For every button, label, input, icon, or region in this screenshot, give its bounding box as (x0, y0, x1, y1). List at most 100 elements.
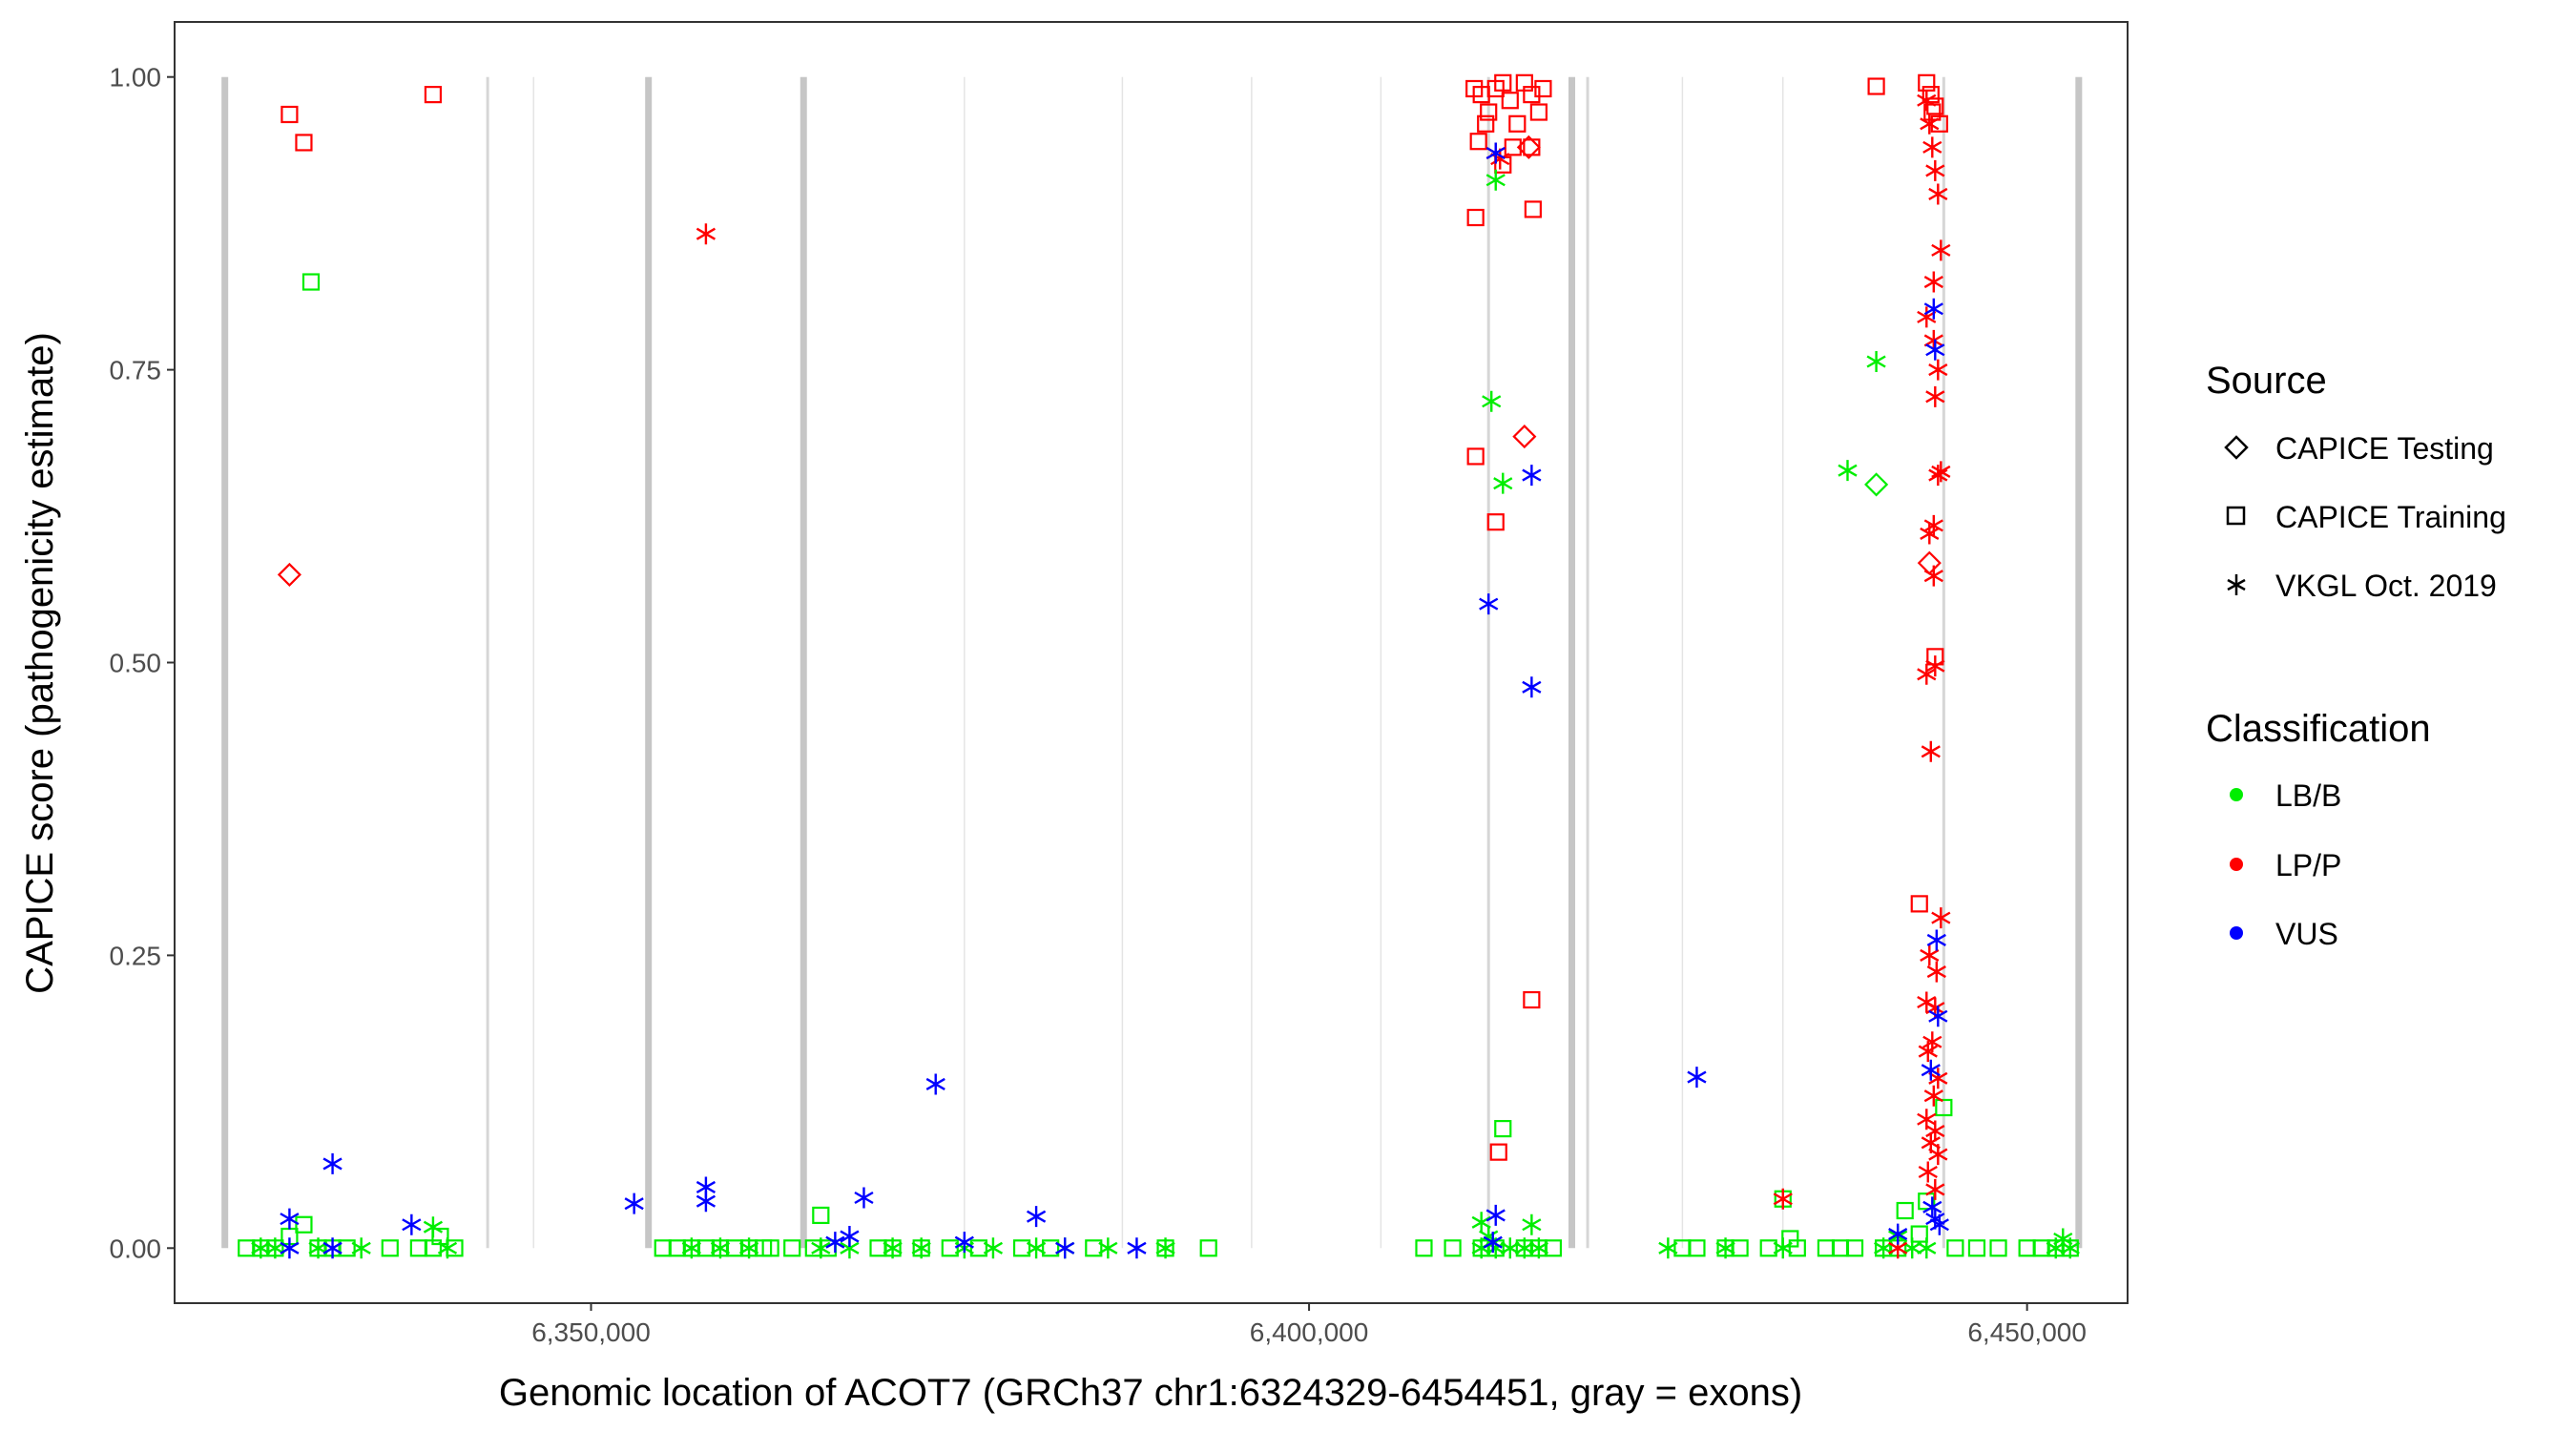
point-asterisk (1838, 460, 1858, 482)
legend-class-lbb: LB/B (2275, 778, 2341, 813)
point-asterisk (1926, 929, 1946, 951)
point-asterisk (1925, 1178, 1945, 1200)
point-asterisk (1923, 1085, 1943, 1107)
point-square (1486, 513, 1505, 531)
point-asterisk (1773, 1237, 1793, 1259)
y-tick-label: 0.75 (110, 356, 162, 385)
point-asterisk (1921, 740, 1941, 762)
point-asterisk (840, 1226, 860, 1248)
point-square (1910, 1225, 1928, 1243)
point-square (969, 1239, 987, 1257)
point-asterisk (681, 1237, 701, 1259)
point-asterisk (1485, 169, 1506, 191)
legend-vus-dot-icon (2230, 926, 2243, 940)
point-asterisk (696, 1191, 717, 1213)
point-diamond (1864, 472, 1889, 497)
point-asterisk (1888, 1223, 1908, 1245)
point-square (381, 1239, 399, 1257)
point-square (1759, 1239, 1777, 1257)
point-asterisk (280, 1208, 300, 1230)
y-tick-label: 0.50 (110, 649, 162, 678)
point-square (1501, 92, 1519, 110)
point-square (1967, 1239, 1986, 1257)
point-square (761, 1239, 779, 1257)
point-asterisk (1929, 1213, 1949, 1235)
point-asterisk (351, 1237, 371, 1259)
legend-source-vkgl: VKGL Oct. 2019 (2275, 569, 2497, 603)
point-asterisk (2060, 1237, 2080, 1259)
point-asterisk (1483, 1232, 1503, 1254)
x-tick-label: 6,400,000 (1250, 1317, 1369, 1347)
y-tick-label: 0.00 (110, 1234, 162, 1263)
point-diamond (277, 562, 301, 587)
point-asterisk (1922, 1196, 1942, 1218)
point-asterisk (1925, 339, 1945, 361)
point-asterisk (1923, 565, 1943, 587)
point-square (1544, 1239, 1563, 1257)
point-asterisk (423, 1216, 444, 1238)
point-asterisk (1493, 472, 1513, 494)
legend-source-training: CAPICE Training (2275, 500, 2506, 534)
point-square (1494, 73, 1512, 92)
point-square (1731, 1239, 1749, 1257)
point-asterisk (1522, 465, 1542, 487)
point-asterisk (1155, 1237, 1175, 1259)
point-asterisk (1923, 329, 1943, 351)
point-asterisk (710, 1237, 731, 1259)
point-square (338, 1239, 356, 1257)
point-asterisk (1918, 1041, 1938, 1063)
legend-class-lpp: LP/P (2275, 848, 2341, 882)
point-square (1788, 1239, 1806, 1257)
legend-lbb-dot-icon (2230, 788, 2243, 801)
legend-class-vus: VUS (2275, 917, 2338, 951)
point-asterisk (1923, 271, 1943, 293)
point-asterisk (1098, 1237, 1118, 1259)
point-square (1935, 1098, 1953, 1117)
legend-classification-title: Classification (2206, 708, 2431, 750)
point-square (280, 105, 299, 124)
point-asterisk (738, 1237, 759, 1259)
point-asterisk (1918, 1161, 1938, 1183)
point-square (1529, 103, 1548, 121)
point-asterisk (1773, 1188, 1793, 1210)
y-tick-label: 0.25 (110, 941, 162, 970)
data-points (238, 73, 2080, 1259)
point-asterisk (1866, 351, 1886, 373)
point-square (1867, 77, 1885, 95)
point-asterisk (1055, 1237, 1075, 1259)
point-asterisk (1715, 1237, 1735, 1259)
point-asterisk (1925, 1120, 1945, 1142)
point-square (812, 1206, 830, 1225)
point-diamond (1516, 135, 1541, 159)
point-square (1534, 79, 1552, 98)
point-asterisk (883, 1237, 903, 1259)
point-square (1896, 1201, 1914, 1220)
point-asterisk (1926, 961, 1946, 983)
point-asterisk (811, 1237, 831, 1259)
point-asterisk (983, 1237, 1004, 1259)
point-square (941, 1239, 959, 1257)
point-square (1042, 1239, 1060, 1257)
point-asterisk (1482, 390, 1502, 412)
point-asterisk (322, 1237, 343, 1259)
point-asterisk (1920, 113, 1940, 135)
point-square (1494, 1119, 1512, 1138)
point-asterisk (1479, 1226, 1499, 1248)
legend: Source CAPICE Testing CAPICE Training VK… (2206, 360, 2506, 951)
point-square (1012, 1239, 1031, 1257)
legend-source-title: Source (2206, 360, 2327, 402)
point-square (783, 1239, 801, 1257)
point-square (1508, 114, 1527, 133)
legend-square-icon (2226, 506, 2246, 526)
point-asterisk (1928, 359, 1948, 381)
exon-layer (221, 76, 2083, 1249)
point-asterisk (402, 1213, 422, 1235)
point-asterisk (1026, 1237, 1047, 1259)
point-asterisk (1127, 1237, 1147, 1259)
point-square (424, 86, 443, 104)
point-asterisk (624, 1192, 644, 1214)
point-diamond (1512, 425, 1537, 449)
point-square (1524, 200, 1542, 218)
point-asterisk (1917, 90, 1937, 112)
